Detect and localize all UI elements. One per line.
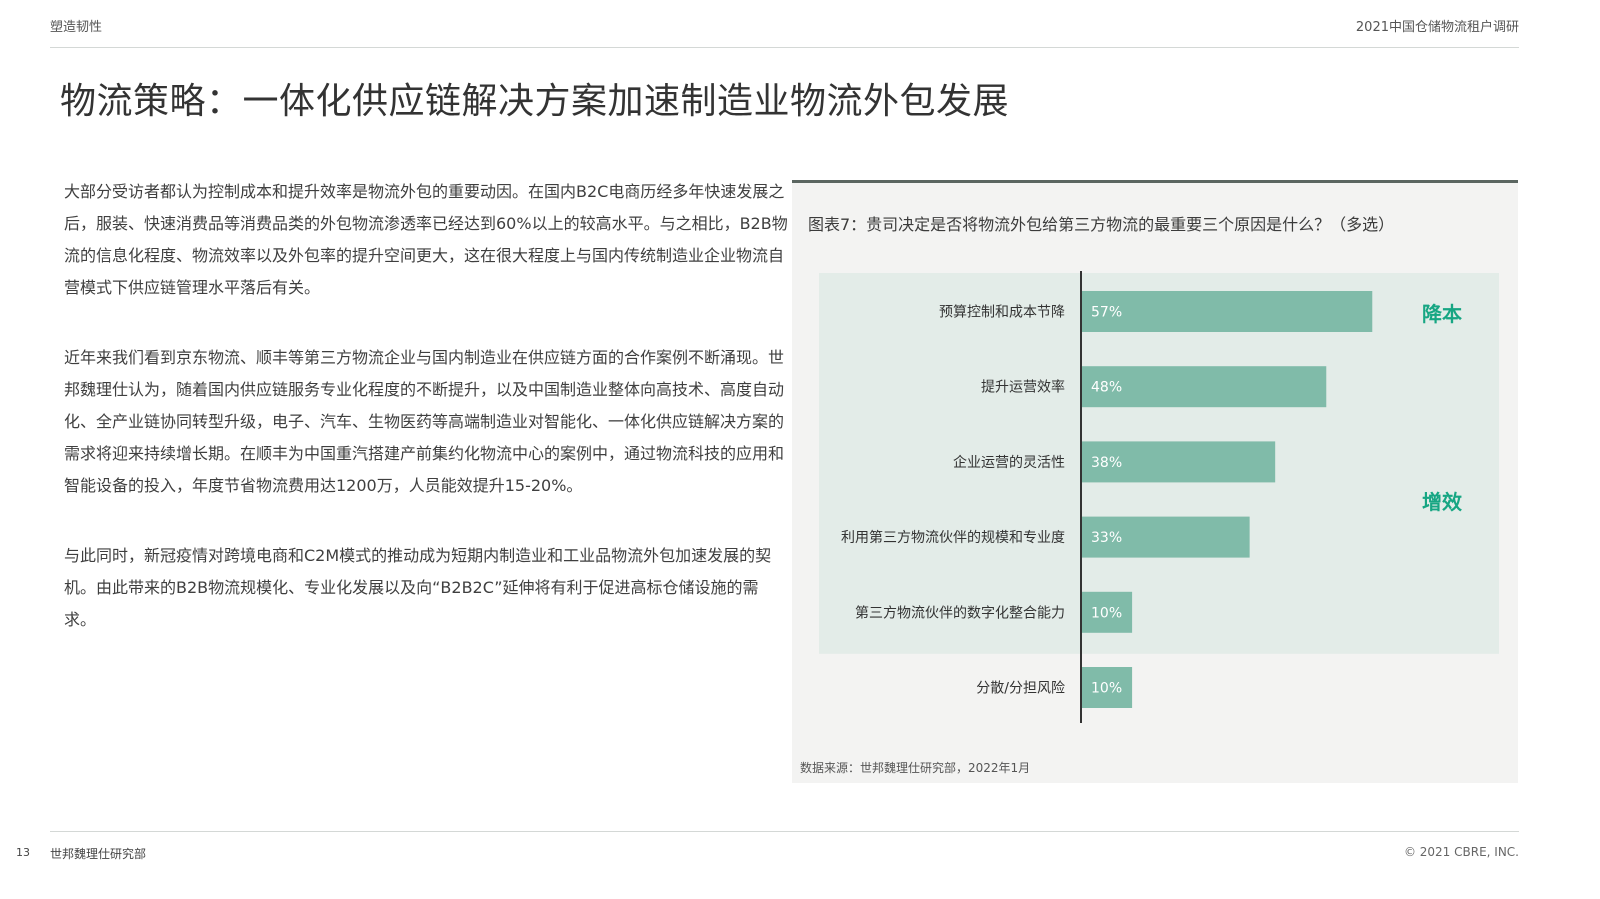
category-label-0: 预算控制和成本节降 — [939, 305, 1065, 321]
header-section-label: 塑造韧性 — [50, 20, 103, 35]
value-label-0: 57% — [1091, 305, 1122, 321]
category-label-3: 利用第三方物流伙伴的规模和专业度 — [841, 529, 1065, 546]
value-label-5: 10% — [1091, 681, 1122, 697]
paragraph-2: 近年来我们看到京东物流、顺丰等第三方物流企业与国内制造业在供应链方面的合作案例不… — [64, 348, 785, 495]
value-label-2: 38% — [1091, 455, 1122, 471]
bar-2 — [1081, 441, 1276, 483]
group-label-1: 增效 — [1422, 490, 1462, 514]
chart-panel: 图表7：贵司决定是否将物流外包给第三方物流的最重要三个原因是什么？（多选） 降本… — [792, 180, 1518, 783]
body-text: 大部分受访者都认为控制成本和提升效率是物流外包的重要动因。在国内B2C电商历经多… — [64, 176, 788, 674]
group-label-0: 降本 — [1422, 302, 1462, 326]
bar-3 — [1081, 516, 1250, 558]
value-label-4: 10% — [1091, 605, 1122, 621]
bar-4 — [1081, 591, 1133, 633]
value-label-3: 33% — [1091, 530, 1122, 546]
bar-5 — [1081, 667, 1133, 708]
value-label-1: 48% — [1091, 380, 1122, 396]
paragraph-3: 与此同时，新冠疫情对跨境电商和C2M模式的推动成为短期内制造业和工业品物流外包加… — [64, 546, 772, 629]
footer-copyright: © 2021 CBRE, INC. — [1403, 845, 1519, 859]
category-label-5: 分散/分担风险 — [976, 681, 1065, 697]
header-report-title: 2021中国仓储物流租户调研 — [1355, 20, 1519, 35]
bar-0 — [1081, 291, 1373, 332]
page-title: 物流策略：一体化供应链解决方案加速制造业物流外包发展 — [60, 81, 1010, 122]
chart-title: 图表7：贵司决定是否将物流外包给第三方物流的最重要三个原因是什么？（多选） — [808, 215, 1395, 234]
header-divider — [50, 47, 1519, 48]
chart-source: 数据来源：世邦魏理仕研究部，2022年1月 — [800, 761, 1031, 775]
footer-divider — [50, 831, 1519, 832]
category-label-4: 第三方物流伙伴的数字化整合能力 — [855, 604, 1065, 621]
footer-department: 世邦魏理仕研究部 — [50, 847, 147, 861]
paragraph-1: 大部分受访者都认为控制成本和提升效率是物流外包的重要动因。在国内B2C电商历经多… — [64, 182, 788, 297]
category-label-2: 企业运营的灵活性 — [953, 454, 1065, 471]
bar-1 — [1081, 366, 1327, 408]
page-number: 13 — [16, 846, 30, 859]
category-label-1: 提升运营效率 — [981, 379, 1065, 396]
